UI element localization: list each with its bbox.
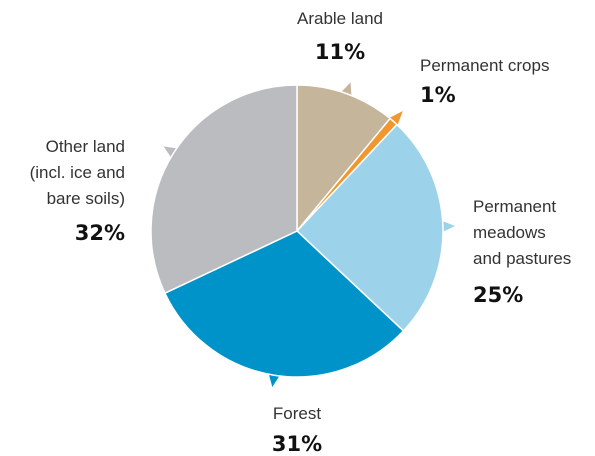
- slice-label: Arable land: [296, 9, 383, 28]
- slice-label: Permanent crops: [420, 56, 550, 75]
- value-label: 1%: [420, 83, 456, 107]
- pie-slice: [295, 123, 444, 333]
- slice-label: Permanent meadows and pastures: [473, 197, 572, 268]
- pointer: [268, 373, 281, 388]
- value-label: 31%: [271, 432, 323, 456]
- value-label: 25%: [473, 283, 524, 307]
- pie-slice: [296, 84, 392, 234]
- slice-label: Other land (incl. ice and bare soils): [29, 137, 125, 208]
- value-label: 11%: [314, 40, 366, 64]
- pie-slice: [150, 84, 298, 295]
- pointer: [441, 220, 455, 233]
- slice-label: Forest: [272, 404, 322, 423]
- pointer: [388, 110, 403, 127]
- pie-slice: [163, 230, 405, 378]
- value-label: 32%: [74, 221, 125, 245]
- pointer: [163, 146, 178, 159]
